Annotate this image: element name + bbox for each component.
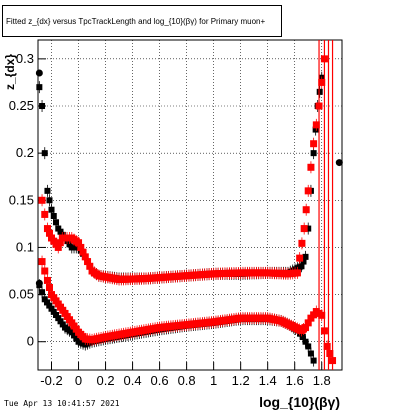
- black-upper-point: [41, 150, 48, 157]
- red-lower-point: [38, 258, 46, 266]
- black-upper-point: [57, 228, 64, 235]
- black-upper-point: [310, 150, 317, 157]
- black-upper-point: [39, 103, 46, 109]
- black-upper-point: [66, 241, 73, 248]
- black-lower-point: [59, 321, 66, 328]
- y-tick-label: 0.1: [16, 239, 34, 254]
- red-upper-point: [300, 225, 308, 233]
- x-tick-label: 1.4: [259, 373, 277, 388]
- black-lower-point: [73, 335, 80, 342]
- black-upper-point: [305, 225, 312, 232]
- red-upper-point: [54, 243, 62, 251]
- x-tick-label: 1: [210, 373, 217, 388]
- black-lower-point: [44, 299, 51, 306]
- red-lower-point: [45, 284, 53, 291]
- red-upper-point: [77, 243, 85, 251]
- red-upper-point: [38, 196, 46, 204]
- black-upper-point: [50, 213, 57, 219]
- y-tick-label: 0.05: [9, 287, 34, 302]
- black-upper-point: [316, 88, 323, 95]
- y-tick-label: 0.15: [9, 192, 34, 207]
- red-upper-point: [307, 163, 315, 171]
- black-lower-point: [53, 312, 60, 318]
- x-tick-label: -0.2: [40, 373, 62, 388]
- y-tick-label: 0: [27, 334, 34, 349]
- red-upper-point: [41, 210, 49, 218]
- red-lower-point: [302, 324, 310, 332]
- black-upper-point: [312, 126, 319, 133]
- x-tick-label: 0.6: [151, 373, 169, 388]
- y-tick-label: 0.2: [16, 145, 34, 160]
- chart-title: Fitted z_{dx} versus TpcTrackLength and …: [2, 5, 282, 37]
- red-upper-point: [302, 206, 310, 214]
- red-upper-point: [43, 225, 51, 233]
- black-lower-point: [48, 305, 55, 312]
- black-lower-point: [57, 318, 64, 325]
- x-tick-label: 0.4: [124, 373, 142, 388]
- chart-title-text: Fitted z_{dx} versus TpcTrackLength and …: [6, 17, 266, 26]
- red-upper-point: [81, 253, 89, 261]
- red-upper-point: [293, 269, 301, 277]
- black-upper-point: [302, 253, 309, 260]
- red-upper-point: [84, 258, 92, 266]
- red-lower-point: [304, 319, 312, 327]
- black-lower-point: [68, 329, 75, 336]
- x-tick-label: 1.8: [313, 373, 331, 388]
- edge-point: [35, 69, 43, 77]
- red-upper-point: [310, 140, 318, 148]
- black-upper-point: [53, 219, 60, 226]
- black-lower-point: [71, 332, 78, 339]
- black-lower-point: [302, 338, 309, 345]
- red-lower-point: [326, 350, 334, 357]
- x-axis-label: log_{10}(βγ): [259, 394, 340, 410]
- x-tick-label: 1.6: [286, 373, 304, 388]
- red-upper-point: [75, 239, 83, 247]
- black-upper-point: [55, 225, 62, 232]
- y-axis-label: z_{dx}: [3, 54, 17, 90]
- y-tick-label: 0.25: [9, 98, 34, 113]
- timestamp: Tue Apr 13 10:41:57 2021: [4, 399, 120, 408]
- black-lower-point: [307, 350, 314, 357]
- black-lower-point: [305, 343, 312, 350]
- x-tick-label: 0: [75, 373, 82, 388]
- red-lower-point: [323, 342, 331, 350]
- red-upper-point: [304, 187, 312, 195]
- black-lower-point: [41, 296, 48, 303]
- black-lower-point: [50, 308, 57, 315]
- x-tick-label: 0.2: [97, 373, 115, 388]
- y-tick-label: 0.3: [16, 51, 34, 66]
- red-lower-point: [318, 311, 326, 319]
- red-upper-point: [312, 121, 320, 129]
- plot-frame: [37, 39, 343, 371]
- black-lower-point: [55, 315, 62, 322]
- edge-point: [335, 159, 343, 167]
- black-upper-point: [48, 206, 55, 213]
- black-lower-point: [299, 334, 306, 340]
- black-upper-point: [44, 187, 51, 194]
- black-lower-point: [310, 357, 317, 364]
- black-upper-point: [300, 258, 307, 265]
- black-lower-point: [39, 289, 46, 296]
- black-upper-point: [298, 263, 305, 270]
- black-upper-point: [36, 84, 43, 91]
- red-lower-point: [41, 267, 49, 275]
- black-lower-point: [46, 302, 53, 309]
- red-upper-point: [296, 254, 304, 262]
- red-upper-point: [318, 78, 326, 86]
- red-upper-point: [79, 248, 87, 256]
- red-lower-point: [43, 276, 51, 284]
- x-tick-label: 0.8: [178, 373, 196, 388]
- red-upper-point: [86, 262, 94, 270]
- x-tick-label: 1.2: [232, 373, 250, 388]
- red-upper-point: [56, 239, 64, 247]
- red-upper-point: [298, 239, 306, 247]
- edge-point: [35, 279, 43, 287]
- black-upper-point: [46, 197, 53, 204]
- red-upper-point: [45, 229, 53, 237]
